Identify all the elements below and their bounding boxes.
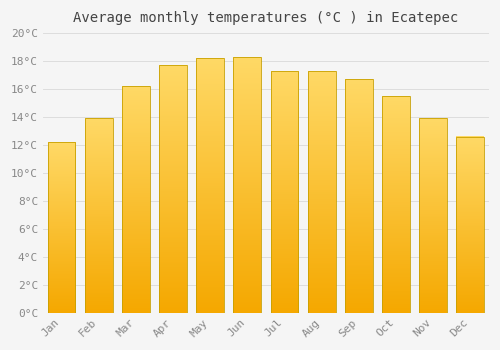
Bar xyxy=(234,57,262,313)
Bar xyxy=(196,58,224,313)
Bar xyxy=(382,96,410,313)
Bar xyxy=(159,65,187,313)
Bar xyxy=(456,136,484,313)
Bar xyxy=(308,71,336,313)
Bar xyxy=(345,79,373,313)
Bar xyxy=(419,118,447,313)
Bar xyxy=(85,118,112,313)
Bar xyxy=(122,86,150,313)
Title: Average monthly temperatures (°C ) in Ecatepec: Average monthly temperatures (°C ) in Ec… xyxy=(74,11,458,25)
Bar xyxy=(270,71,298,313)
Bar xyxy=(48,142,76,313)
